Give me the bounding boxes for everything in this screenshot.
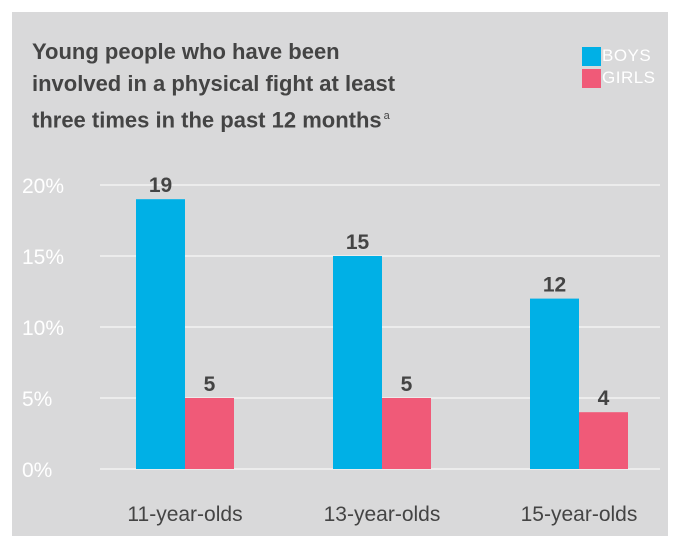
legend-swatch-girls [582, 69, 601, 88]
data-label: 5 [401, 373, 413, 396]
legend-label-girls: GIRLS [602, 68, 656, 87]
title-footnote-marker: a [383, 110, 390, 122]
data-label: 12 [543, 274, 566, 297]
bar-boys [530, 298, 579, 469]
data-label: 5 [204, 373, 216, 396]
title-line-2: involved in a physical fight at least [32, 71, 396, 96]
y-tick-label: 10% [22, 317, 64, 340]
chart-title: Young people who have been involved in a… [32, 36, 452, 136]
chart-card: Young people who have been involved in a… [12, 12, 668, 536]
data-label: 4 [598, 387, 610, 410]
bar-girls [185, 398, 234, 469]
y-tick-label: 15% [22, 246, 64, 269]
title-line-3: three times in the past 12 months [32, 107, 382, 133]
legend-label-boys: BOYS [602, 46, 652, 65]
x-tick-label: 13-year-olds [324, 503, 441, 526]
bar-chart-plot: 0% 5% 10% 15% 20% 19 5 11-year-olds 15 5 13-year-o… [22, 174, 660, 526]
data-label: 15 [346, 231, 370, 254]
bar-boys [333, 256, 382, 469]
x-tick-label: 11-year-olds [127, 503, 242, 526]
legend-swatch-boys [582, 47, 601, 66]
data-label: 19 [149, 174, 172, 197]
bar-girls [382, 398, 431, 469]
bar-girls [579, 412, 628, 469]
bar-boys [136, 199, 185, 469]
y-tick-label: 20% [22, 175, 64, 198]
x-tick-label: 15-year-olds [521, 503, 638, 526]
y-tick-label: 0% [22, 459, 52, 482]
title-line-1: Young people who have been [32, 39, 340, 64]
y-tick-label: 5% [22, 388, 52, 411]
